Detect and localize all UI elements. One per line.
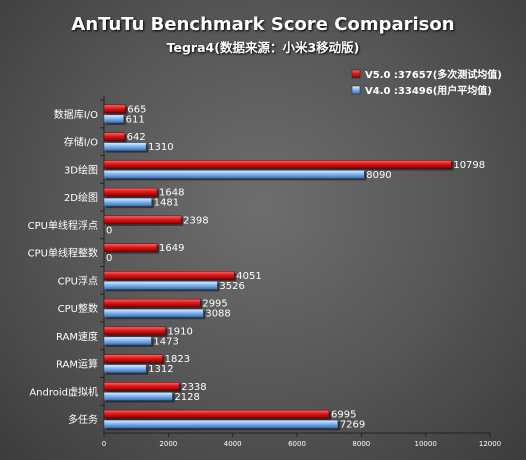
chart-subtitle: Tegra4(数据来源：小米3移动版) bbox=[166, 40, 360, 55]
data-label: 1648 bbox=[159, 188, 184, 199]
data-label: 0 bbox=[106, 253, 112, 264]
bar-v4 bbox=[103, 392, 173, 401]
category-label: 多任务 bbox=[68, 413, 98, 426]
bar-v5 bbox=[103, 104, 126, 114]
legend-entry: V5.0 :37657(多次测试均值) bbox=[365, 68, 502, 81]
category-label: 3D绘图 bbox=[64, 163, 98, 176]
category-label: RAM速度 bbox=[56, 330, 98, 343]
data-label: 3526 bbox=[219, 281, 244, 292]
bar-v4 bbox=[103, 364, 147, 373]
bar-v5 bbox=[103, 215, 182, 225]
category-label: RAM运算 bbox=[56, 358, 98, 371]
bar-v5 bbox=[103, 298, 201, 308]
bar-v5 bbox=[103, 354, 163, 363]
x-tick-label: 4000 bbox=[224, 440, 242, 448]
data-label: 10798 bbox=[453, 160, 485, 171]
bar-v4 bbox=[103, 114, 124, 124]
data-label: 642 bbox=[127, 132, 146, 143]
legend-entry: V4.0 :33496(用户平均值) bbox=[365, 84, 492, 97]
category-label: 数据库I/O bbox=[54, 108, 98, 121]
data-label: 1473 bbox=[153, 336, 178, 347]
category-label: 存储I/O bbox=[64, 136, 98, 149]
bar-v5 bbox=[103, 160, 452, 169]
bar-v4 bbox=[103, 197, 152, 207]
bar-v5 bbox=[103, 382, 180, 391]
data-label: 2128 bbox=[174, 392, 199, 403]
data-label: 2398 bbox=[183, 215, 208, 226]
bar-v4 bbox=[103, 170, 365, 179]
category-label: CPU单线程整数 bbox=[28, 247, 98, 260]
bar-v5 bbox=[103, 187, 158, 197]
bar-v4 bbox=[103, 336, 152, 346]
data-label: 1823 bbox=[165, 354, 190, 365]
data-label: 0 bbox=[106, 225, 112, 236]
bar-v4 bbox=[103, 308, 204, 318]
bar-v4 bbox=[103, 419, 339, 429]
x-tick-label: 10000 bbox=[415, 440, 437, 448]
data-label: 2995 bbox=[202, 299, 227, 310]
chart-title: AnTuTu Benchmark Score Comparison bbox=[71, 14, 455, 35]
data-label: 2338 bbox=[181, 382, 206, 393]
x-tick-label: 12000 bbox=[479, 440, 501, 448]
bar-v5 bbox=[103, 271, 235, 280]
category-label: CPU浮点 bbox=[58, 275, 98, 287]
x-tick-label: 8000 bbox=[352, 440, 370, 448]
category-label: Android虚拟机 bbox=[29, 385, 98, 398]
bar-v5 bbox=[103, 243, 158, 252]
data-label: 1312 bbox=[148, 364, 173, 375]
x-tick-label: 0 bbox=[102, 440, 106, 448]
data-label: 7269 bbox=[340, 420, 365, 431]
category-label: CPU单线程浮点 bbox=[28, 219, 98, 232]
x-tick-label: 2000 bbox=[159, 440, 177, 448]
category-label: 2D绘图 bbox=[64, 191, 98, 204]
bar-v5 bbox=[103, 326, 166, 336]
x-tick-label: 6000 bbox=[288, 440, 306, 448]
data-label: 1649 bbox=[159, 243, 184, 254]
data-label: 4051 bbox=[236, 271, 261, 282]
data-label: 3088 bbox=[205, 309, 230, 320]
data-label: 665 bbox=[127, 104, 146, 115]
legend-swatch bbox=[351, 85, 361, 95]
data-label: 1910 bbox=[167, 326, 192, 337]
bar-v4 bbox=[103, 281, 218, 290]
bar-v5 bbox=[103, 409, 330, 419]
category-label: CPU整数 bbox=[58, 302, 98, 315]
data-label: 1310 bbox=[148, 142, 173, 153]
data-label: 1481 bbox=[154, 198, 179, 209]
data-label: 8090 bbox=[366, 170, 391, 181]
bar-v4 bbox=[103, 142, 147, 151]
data-label: 6995 bbox=[331, 410, 356, 421]
bar-v5 bbox=[103, 132, 125, 141]
legend-swatch bbox=[351, 69, 361, 79]
data-label: 611 bbox=[126, 114, 145, 125]
